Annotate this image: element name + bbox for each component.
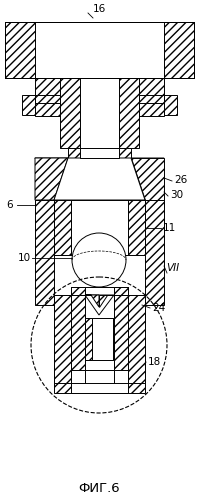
Bar bbox=[35, 78, 60, 116]
Text: 30: 30 bbox=[170, 190, 183, 200]
Bar bbox=[85, 318, 114, 360]
Bar bbox=[114, 287, 128, 295]
Bar bbox=[54, 200, 71, 255]
Bar bbox=[35, 95, 60, 103]
Bar bbox=[119, 78, 139, 148]
Bar bbox=[164, 95, 177, 115]
Bar bbox=[114, 295, 128, 370]
Bar bbox=[35, 22, 164, 78]
Bar bbox=[68, 148, 131, 158]
Bar bbox=[71, 287, 128, 295]
Bar bbox=[85, 287, 114, 295]
Bar bbox=[139, 95, 164, 103]
Bar bbox=[71, 200, 128, 255]
Bar bbox=[71, 287, 85, 295]
Polygon shape bbox=[35, 158, 68, 200]
Bar bbox=[85, 370, 114, 385]
Bar bbox=[71, 370, 128, 385]
Text: 10: 10 bbox=[18, 253, 31, 263]
Bar bbox=[145, 200, 164, 305]
Bar bbox=[80, 148, 119, 158]
Polygon shape bbox=[85, 295, 114, 315]
Bar bbox=[54, 383, 145, 393]
Bar bbox=[60, 78, 80, 148]
Bar bbox=[22, 95, 35, 115]
Polygon shape bbox=[99, 295, 114, 307]
Bar bbox=[107, 318, 114, 360]
Bar bbox=[71, 295, 85, 370]
Bar bbox=[54, 295, 145, 385]
Text: ФИГ.6: ФИГ.6 bbox=[78, 482, 120, 495]
Bar bbox=[92, 318, 113, 360]
Bar bbox=[80, 78, 119, 148]
Bar bbox=[71, 295, 128, 385]
Bar bbox=[85, 318, 92, 360]
Polygon shape bbox=[85, 295, 99, 307]
Bar bbox=[128, 295, 145, 385]
Polygon shape bbox=[131, 158, 164, 200]
Polygon shape bbox=[35, 158, 164, 200]
Bar bbox=[71, 383, 128, 393]
Bar bbox=[35, 200, 54, 255]
Bar bbox=[164, 22, 194, 78]
Bar bbox=[54, 200, 145, 255]
Text: 11: 11 bbox=[163, 223, 176, 233]
Bar bbox=[139, 78, 164, 116]
Bar bbox=[5, 22, 35, 78]
Text: VII: VII bbox=[166, 263, 179, 273]
Text: 18: 18 bbox=[148, 357, 161, 367]
Bar bbox=[85, 295, 114, 370]
Circle shape bbox=[72, 233, 126, 287]
Bar bbox=[128, 200, 145, 255]
Polygon shape bbox=[54, 158, 145, 200]
Text: 26: 26 bbox=[174, 175, 187, 185]
Bar bbox=[35, 200, 54, 305]
Text: 24: 24 bbox=[152, 303, 165, 313]
Bar bbox=[54, 295, 71, 385]
Bar bbox=[145, 200, 164, 255]
Text: 6: 6 bbox=[7, 200, 13, 210]
Text: 16: 16 bbox=[92, 4, 106, 14]
